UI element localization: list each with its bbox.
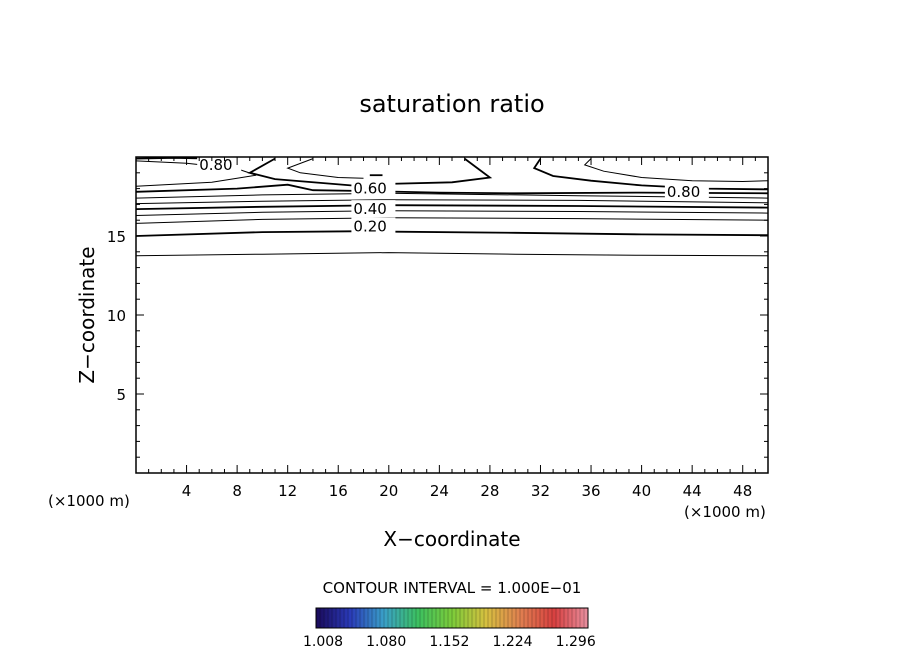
contour-line xyxy=(135,217,769,224)
x-axis-label: X−coordinate xyxy=(383,527,520,551)
y-tick-label: 15 xyxy=(107,228,126,246)
chart-title: saturation ratio xyxy=(359,90,544,118)
contour-label: 0.80 xyxy=(199,156,232,174)
contour-line xyxy=(532,158,769,191)
colorbar-tick-label: 1.080 xyxy=(366,634,406,650)
colorbar-tick-label: 1.152 xyxy=(429,634,469,650)
x-tick-label: 20 xyxy=(379,482,398,500)
x-tick-label: 36 xyxy=(581,482,600,500)
contour-label: 0.80 xyxy=(667,183,700,201)
colorbar-fill xyxy=(315,607,589,629)
x-tick-label: 28 xyxy=(480,482,499,500)
contour-label-bg xyxy=(197,155,242,172)
contour-line xyxy=(286,158,364,179)
contour-labels: 0.200.40 0.60 0.80 0.80 xyxy=(197,155,709,236)
colorbar-tick-label: 1.224 xyxy=(492,634,532,650)
y-axis: 5 10 15 xyxy=(107,172,768,458)
contour-label: 0.60 xyxy=(353,180,386,198)
contour-line xyxy=(135,210,769,216)
colorbar-tick-label: 1.296 xyxy=(556,634,596,650)
plot-frame xyxy=(135,156,769,474)
contour-label: 0.40 xyxy=(353,200,386,218)
x-tick-label: 12 xyxy=(278,482,297,500)
contour-line xyxy=(135,204,769,210)
x-tick-label: 8 xyxy=(232,482,242,500)
x-axis: 4 8 12 16 20 24 28 32 36 40 44 48 xyxy=(148,157,756,500)
contour-line xyxy=(135,199,769,205)
y-tick-label: 5 xyxy=(116,386,126,404)
contour-line xyxy=(583,158,769,183)
contour-interval-text: CONTOUR INTERVAL = 1.000E−01 xyxy=(323,579,582,597)
x-tick-label: 40 xyxy=(632,482,651,500)
x-axis-unit-right: (×1000 m) xyxy=(684,503,766,521)
x-tick-label: 44 xyxy=(683,482,702,500)
y-tick-label: 10 xyxy=(107,307,126,325)
x-tick-label: 16 xyxy=(329,482,348,500)
contour-label-bg xyxy=(351,179,396,196)
contour-label-bg xyxy=(664,182,709,199)
contour-label: 0.20 xyxy=(353,218,386,236)
contour-line xyxy=(135,230,769,237)
x-tick-label: 48 xyxy=(733,482,752,500)
colorbar: 1.008 1.080 1.152 1.224 1.296 xyxy=(303,607,596,650)
contour-line xyxy=(135,252,769,257)
y-axis-label: Z−coordinate xyxy=(75,246,99,383)
colorbar-tick-label: 1.008 xyxy=(303,634,343,650)
contour-label-bg xyxy=(351,217,396,234)
x-tick-label: 4 xyxy=(182,482,192,500)
x-tick-label: 32 xyxy=(531,482,550,500)
x-axis-unit-left: (×1000 m) xyxy=(48,492,130,510)
contour-label-bg xyxy=(351,200,396,217)
x-tick-label: 24 xyxy=(430,482,449,500)
